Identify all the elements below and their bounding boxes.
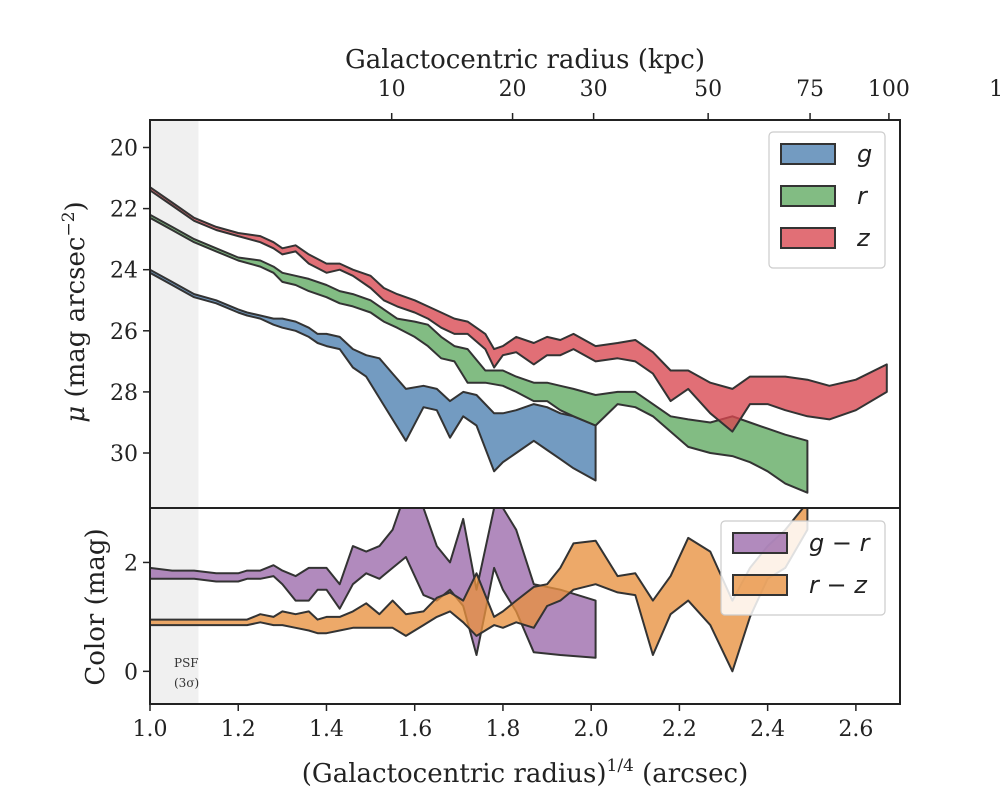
top-y-tick-label: 24 bbox=[110, 259, 138, 284]
y-title-mu: μ bbox=[61, 406, 91, 423]
x-title-unit: (arcsec) bbox=[634, 759, 748, 789]
legend-bottom-entry: r − z bbox=[809, 571, 868, 599]
bottom-panel-frame bbox=[149, 507, 901, 705]
bottom-x-axis-title: (Galactocentric radius)1/4 (arcsec) bbox=[302, 756, 748, 789]
y-title-sup: −2 bbox=[59, 211, 79, 236]
bottom-x-tick-label: 1.4 bbox=[309, 717, 344, 742]
legend-top-swatch bbox=[780, 227, 836, 249]
surface-brightness-band-0 bbox=[150, 268, 597, 482]
top-x-tick-label: 150 bbox=[989, 77, 1000, 102]
legend-top-entry: r bbox=[857, 182, 869, 210]
surface-brightness-series bbox=[150, 186, 888, 494]
bottom-x-tick-label: 1.2 bbox=[221, 717, 256, 742]
color-series bbox=[150, 508, 809, 673]
bottom-x-tick-label: 1.8 bbox=[485, 717, 520, 742]
color-band-0 bbox=[150, 508, 597, 659]
legend-bottom-swatch bbox=[732, 574, 788, 596]
bottom-y-tick-label: 0 bbox=[124, 660, 138, 685]
bottom-x-tick-label: 2.0 bbox=[574, 717, 609, 742]
top-x-tick-label: 75 bbox=[796, 77, 824, 102]
top-y-axis-title: μ (mag arcsec−2) bbox=[59, 201, 91, 422]
legend-top: grz bbox=[768, 131, 886, 269]
top-x-tick-label: 10 bbox=[378, 77, 406, 102]
top-x-tick-label: 30 bbox=[580, 77, 608, 102]
bottom-x-tick-label: 2.6 bbox=[838, 717, 873, 742]
legend-bottom-swatch bbox=[732, 532, 788, 554]
bottom-y-tick-label: 2 bbox=[124, 551, 138, 576]
psf-label-line2: (3σ) bbox=[174, 676, 199, 690]
bottom-x-tick-label: 2.4 bbox=[750, 717, 785, 742]
axis-ticks: 20 22 24 26 28 30 0 2 1.0 1.2 1.4 1.6 1.8 2.0 2.2 2.4 2.… bbox=[110, 77, 1000, 742]
legend-top-swatch bbox=[780, 143, 836, 165]
top-y-tick-label: 28 bbox=[110, 381, 138, 406]
bottom-x-tick-label: 1.6 bbox=[397, 717, 432, 742]
top-y-tick-label: 20 bbox=[110, 136, 138, 161]
psf-region-top bbox=[150, 120, 199, 508]
surface-brightness-band-2 bbox=[150, 186, 888, 433]
top-y-tick-label: 30 bbox=[110, 442, 138, 467]
bottom-x-tick-label: 2.2 bbox=[662, 717, 697, 742]
top-x-tick-label: 100 bbox=[868, 77, 910, 102]
y-title-rest: (mag arcsec bbox=[61, 237, 91, 406]
top-x-tick-label: 20 bbox=[499, 77, 527, 102]
top-axis-title: Galactocentric radius (kpc) bbox=[345, 45, 705, 75]
bottom-y-axis-title: Color (mag) bbox=[81, 528, 111, 685]
top-y-tick-label: 26 bbox=[110, 320, 138, 345]
x-title-main: (Galactocentric radius) bbox=[302, 759, 607, 789]
legend-top-swatch bbox=[780, 185, 836, 207]
top-x-tick-label: 50 bbox=[694, 77, 722, 102]
x-title-sup: 1/4 bbox=[607, 756, 634, 776]
legend-bottom-entry: g − r bbox=[809, 529, 872, 557]
legend-top-entry: z bbox=[856, 224, 871, 252]
surface-brightness-band-1 bbox=[150, 213, 809, 494]
legend-bottom: g − r r − z bbox=[720, 520, 886, 616]
psf-label-line1: PSF bbox=[174, 656, 199, 670]
bottom-x-tick-label: 1.0 bbox=[133, 717, 168, 742]
y-title-end: ) bbox=[61, 201, 91, 211]
legend-top-entry: g bbox=[857, 140, 872, 168]
psf-region-bottom bbox=[150, 508, 199, 704]
top-y-tick-label: 22 bbox=[110, 198, 138, 223]
